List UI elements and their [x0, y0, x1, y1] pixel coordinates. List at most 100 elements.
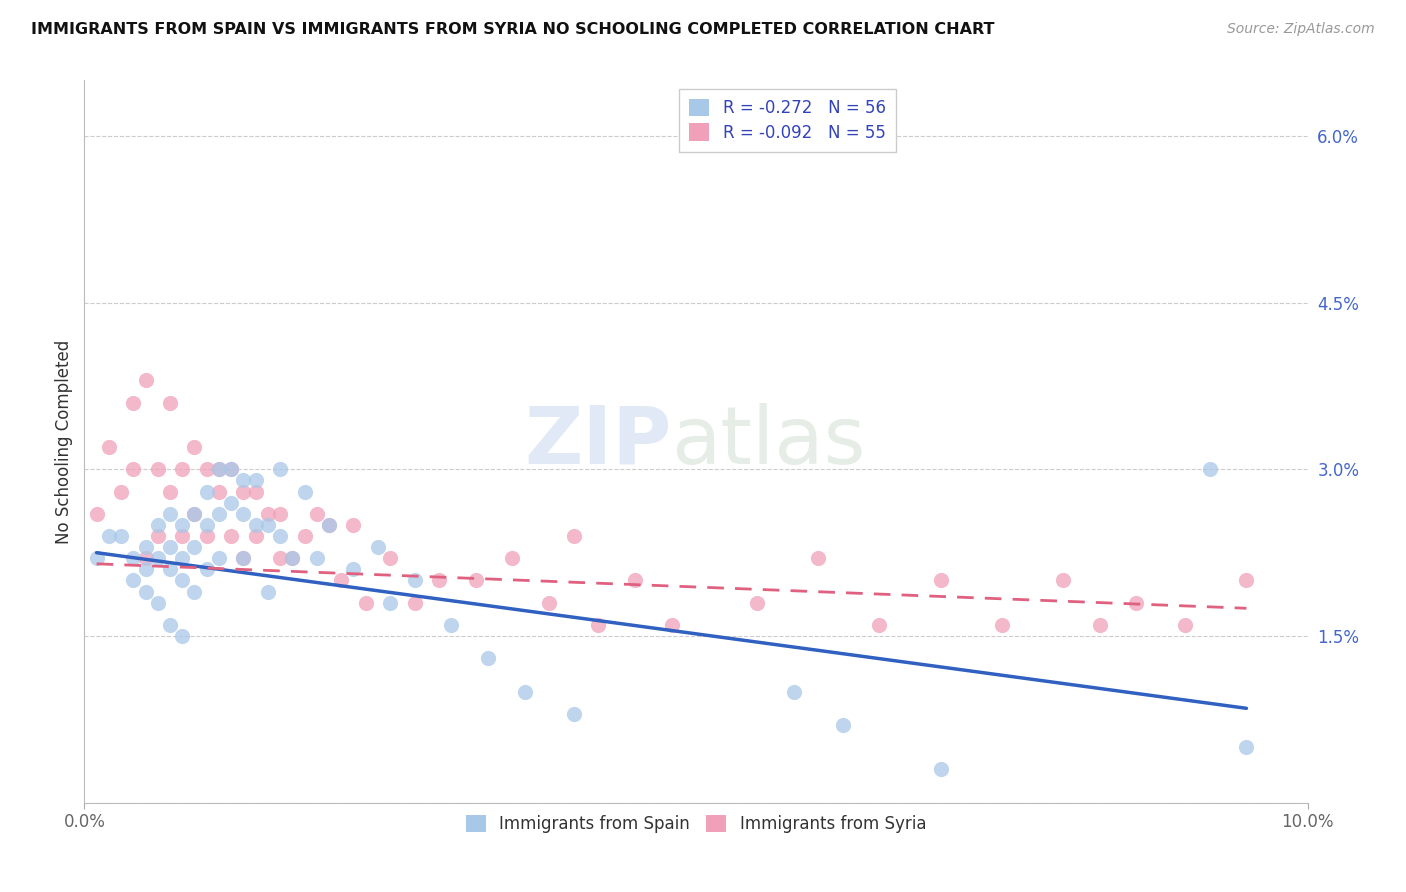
Point [135, 551, 157, 566]
Point [440, 618, 463, 632]
Point [929, 763, 952, 777]
Point [232, 507, 254, 521]
Point [183, 540, 205, 554]
Point [86, 551, 108, 566]
Point [146, 517, 169, 532]
Point [586, 618, 609, 632]
Point [208, 551, 231, 566]
Y-axis label: No Schooling Completed: No Schooling Completed [55, 340, 73, 543]
Point [330, 574, 353, 588]
Point [562, 706, 585, 721]
Point [1088, 618, 1111, 632]
Point [135, 584, 157, 599]
Legend: Immigrants from Spain, Immigrants from Syria: Immigrants from Spain, Immigrants from S… [457, 806, 935, 841]
Point [538, 596, 561, 610]
Point [269, 462, 291, 476]
Point [1052, 574, 1074, 588]
Point [86, 507, 108, 521]
Point [294, 484, 316, 499]
Point [245, 474, 267, 488]
Point [929, 574, 952, 588]
Point [562, 529, 585, 543]
Point [110, 484, 132, 499]
Point [404, 574, 426, 588]
Point [342, 562, 364, 576]
Point [135, 373, 157, 387]
Point [1198, 462, 1220, 476]
Point [404, 596, 426, 610]
Point [195, 517, 218, 532]
Point [195, 484, 218, 499]
Point [159, 540, 181, 554]
Point [380, 551, 402, 566]
Point [245, 529, 267, 543]
Point [1236, 574, 1258, 588]
Point [135, 540, 157, 554]
Point [172, 574, 194, 588]
Point [208, 462, 231, 476]
Point [807, 551, 830, 566]
Point [146, 551, 169, 566]
Point [257, 507, 280, 521]
Point [146, 596, 169, 610]
Point [232, 474, 254, 488]
Point [831, 718, 853, 732]
Point [195, 562, 218, 576]
Point [1125, 596, 1147, 610]
Point [159, 562, 181, 576]
Point [305, 507, 328, 521]
Point [219, 462, 242, 476]
Point [354, 596, 377, 610]
Point [97, 440, 120, 454]
Point [269, 507, 291, 521]
Point [269, 551, 291, 566]
Point [122, 551, 145, 566]
Text: Source: ZipAtlas.com: Source: ZipAtlas.com [1227, 22, 1375, 37]
Point [159, 484, 181, 499]
Point [172, 551, 194, 566]
Point [624, 574, 647, 588]
Point [122, 574, 145, 588]
Point [232, 484, 254, 499]
Point [122, 462, 145, 476]
Point [305, 551, 328, 566]
Text: IMMIGRANTS FROM SPAIN VS IMMIGRANTS FROM SYRIA NO SCHOOLING COMPLETED CORRELATIO: IMMIGRANTS FROM SPAIN VS IMMIGRANTS FROM… [31, 22, 994, 37]
Point [172, 462, 194, 476]
Point [380, 596, 402, 610]
Point [195, 529, 218, 543]
Point [219, 496, 242, 510]
Point [159, 395, 181, 409]
Point [245, 484, 267, 499]
Text: atlas: atlas [672, 402, 866, 481]
Point [110, 529, 132, 543]
Point [502, 551, 524, 566]
Point [318, 517, 340, 532]
Point [1236, 740, 1258, 755]
Point [783, 684, 806, 698]
Point [318, 517, 340, 532]
Point [427, 574, 450, 588]
Point [97, 529, 120, 543]
Point [122, 395, 145, 409]
Point [183, 507, 205, 521]
Point [464, 574, 486, 588]
Point [245, 517, 267, 532]
Point [172, 517, 194, 532]
Point [747, 596, 769, 610]
Point [232, 551, 254, 566]
Point [159, 507, 181, 521]
Point [477, 651, 499, 665]
Point [991, 618, 1014, 632]
Point [1174, 618, 1197, 632]
Point [257, 584, 280, 599]
Point [281, 551, 304, 566]
Point [208, 462, 231, 476]
Point [367, 540, 389, 554]
Point [219, 462, 242, 476]
Point [257, 517, 280, 532]
Point [172, 529, 194, 543]
Point [269, 529, 291, 543]
Point [294, 529, 316, 543]
Point [208, 507, 231, 521]
Point [135, 562, 157, 576]
